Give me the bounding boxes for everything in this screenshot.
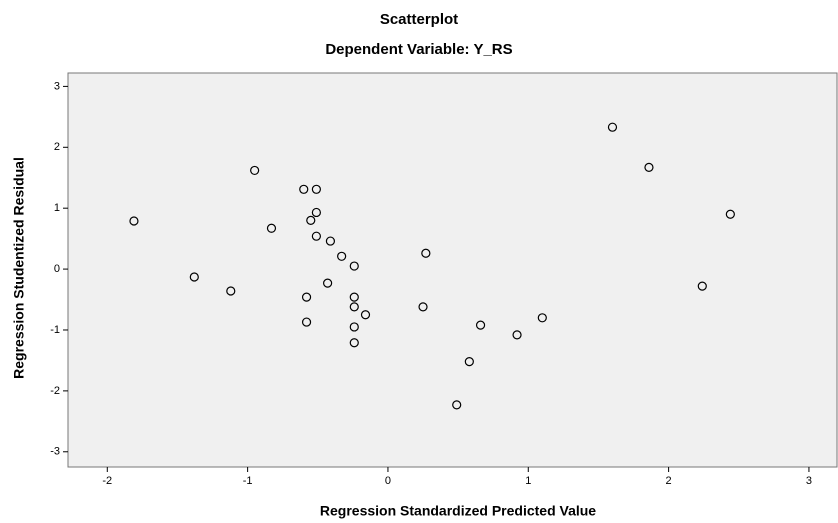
point xyxy=(421,248,431,258)
point xyxy=(725,209,735,219)
point xyxy=(325,236,336,246)
point xyxy=(475,320,486,330)
x-tick-label: 2 xyxy=(666,475,672,487)
x-tick-label: -1 xyxy=(243,475,253,487)
point xyxy=(311,231,321,241)
chart-title: Scatterplot xyxy=(380,11,458,28)
point xyxy=(349,261,359,271)
point xyxy=(464,357,474,367)
chart-subtitle: Dependent Variable: Y_RS xyxy=(325,41,512,58)
plot-area xyxy=(67,72,838,468)
point xyxy=(226,286,236,296)
x-tick-label: 0 xyxy=(385,475,391,487)
point xyxy=(311,184,321,194)
point xyxy=(311,207,321,218)
point xyxy=(349,322,359,332)
y-tick-label: 0 xyxy=(54,263,60,275)
point xyxy=(266,223,277,233)
x-tick-label: 3 xyxy=(806,475,812,487)
point xyxy=(349,338,359,348)
y-axis-label: Regression Studentized Residual xyxy=(11,157,27,379)
y-tick-label: -3 xyxy=(50,446,60,458)
x-axis-label: Regression Standardized Predicted Value xyxy=(320,503,596,519)
y-tick-label: 2 xyxy=(54,141,60,153)
point xyxy=(323,278,333,288)
point xyxy=(360,310,371,320)
point xyxy=(189,272,199,282)
point xyxy=(129,216,139,226)
point xyxy=(301,292,312,302)
point xyxy=(607,122,618,132)
point xyxy=(537,313,547,323)
point xyxy=(644,162,654,172)
x-tick-label: -2 xyxy=(102,475,112,487)
x-tick-label: 1 xyxy=(525,475,531,487)
point xyxy=(452,400,462,410)
point xyxy=(306,215,316,225)
point xyxy=(349,292,359,302)
point xyxy=(301,317,312,327)
y-tick-label: 3 xyxy=(54,80,60,92)
point xyxy=(512,330,522,340)
y-tick-label: 1 xyxy=(54,202,60,214)
point xyxy=(250,165,260,176)
y-tick-label: -2 xyxy=(50,385,60,397)
y-tick-label: -1 xyxy=(50,324,60,336)
point xyxy=(697,281,707,291)
point xyxy=(349,302,359,312)
point xyxy=(418,302,428,312)
point xyxy=(337,251,347,261)
point xyxy=(299,184,309,194)
